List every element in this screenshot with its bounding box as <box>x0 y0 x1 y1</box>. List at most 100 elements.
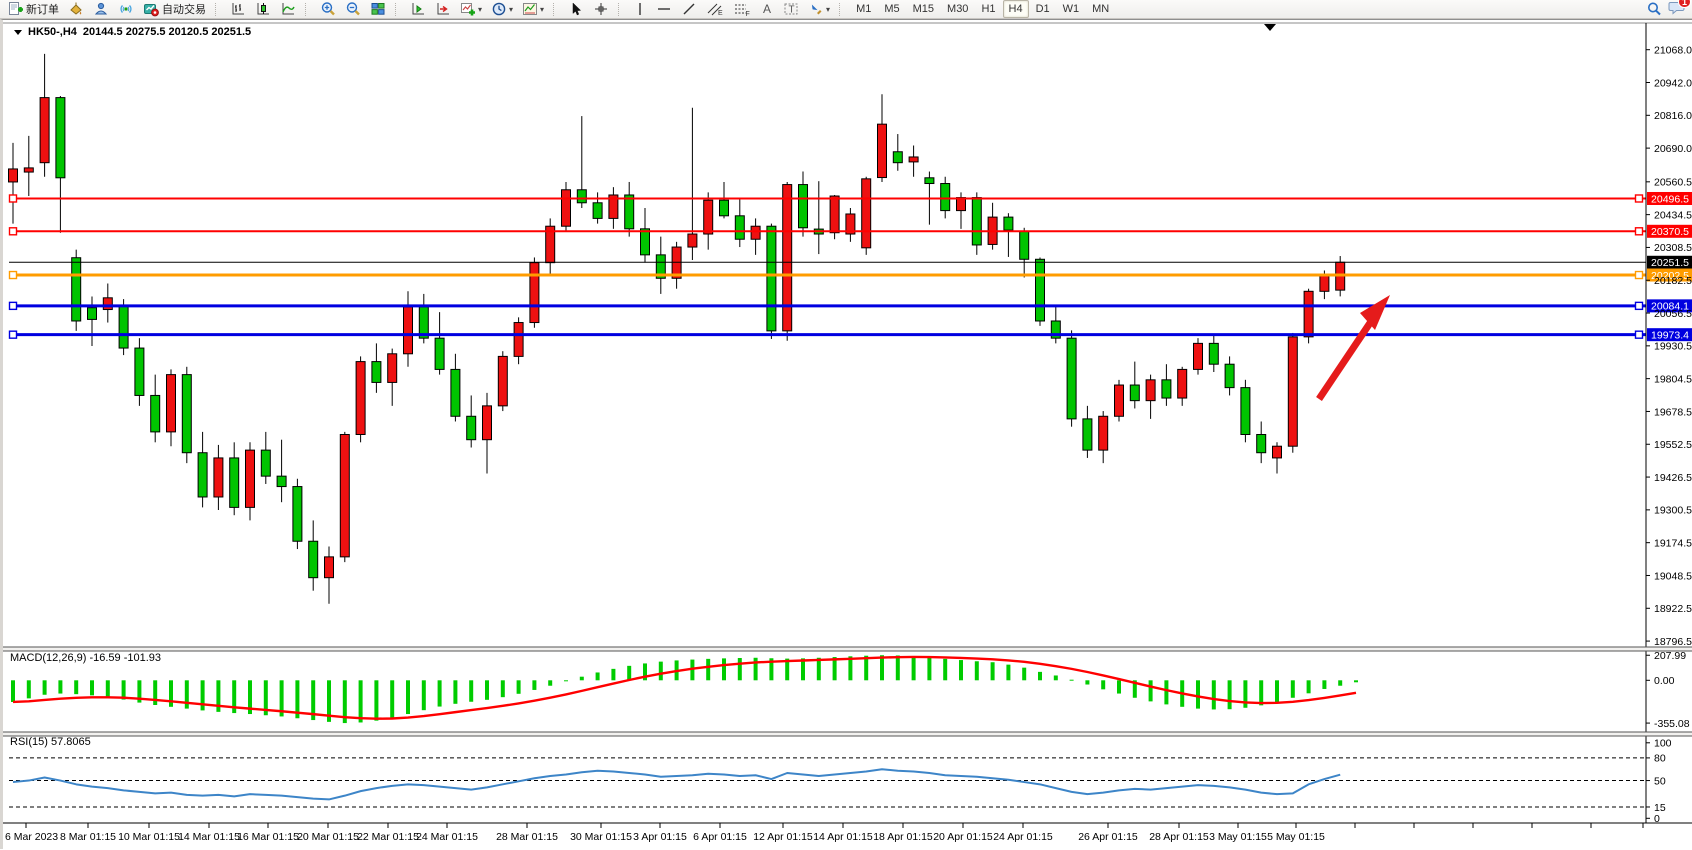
svg-text:100: 100 <box>1654 738 1672 750</box>
text-label-button[interactable]: T <box>779 0 803 18</box>
chart-ohlc-readout: 20144.5 20275.5 20120.5 20251.5 <box>82 26 252 38</box>
svg-text:0: 0 <box>1654 813 1660 825</box>
templates-button[interactable]: ▾ <box>518 0 548 18</box>
svg-text:6 Apr 01:15: 6 Apr 01:15 <box>693 831 747 843</box>
auto-scroll-button[interactable] <box>431 0 455 18</box>
chart-symbol-period: HK50-,H4 <box>28 26 77 38</box>
cursor-button[interactable] <box>564 0 588 18</box>
macd-pane <box>11 655 1358 724</box>
svg-text:18796.5: 18796.5 <box>1654 636 1692 648</box>
svg-text:20690.0: 20690.0 <box>1654 143 1692 155</box>
fibonacci-button[interactable]: F <box>729 0 755 18</box>
svg-text:20560.5: 20560.5 <box>1654 177 1692 189</box>
macd-indicator-label: MACD(12,26,9) -16.59 -101.93 <box>10 652 162 664</box>
timeframe-D1[interactable]: D1 <box>1035 3 1050 15</box>
horizontal-line-button[interactable] <box>652 0 676 18</box>
trendline-icon <box>683 3 695 15</box>
timeframe-H1[interactable]: H1 <box>981 3 996 15</box>
profile-button[interactable] <box>89 0 113 18</box>
svg-text:0.00: 0.00 <box>1654 675 1675 687</box>
zoom-out-button[interactable] <box>341 0 365 18</box>
crosshair-button[interactable] <box>589 0 613 18</box>
hline-anchor <box>1634 227 1644 236</box>
timeframe-M15[interactable]: M15 <box>912 3 935 15</box>
hline-anchor <box>8 330 18 339</box>
svg-text:20434.5: 20434.5 <box>1654 209 1692 221</box>
trendline-button[interactable] <box>677 0 701 18</box>
search-icon[interactable] <box>1646 1 1662 17</box>
text-button[interactable]: A <box>756 0 778 18</box>
svg-text:26 Apr 01:15: 26 Apr 01:15 <box>1078 831 1138 843</box>
svg-text:20084.1: 20084.1 <box>1651 301 1689 313</box>
bar-chart-icon <box>232 3 244 15</box>
toolbar-separator <box>839 2 847 16</box>
svg-text:19426.5: 19426.5 <box>1654 472 1692 484</box>
svg-text:3 Apr 01:15: 3 Apr 01:15 <box>633 831 687 843</box>
svg-text:20 Apr 01:15: 20 Apr 01:15 <box>933 831 993 843</box>
signals-icon <box>120 5 132 13</box>
chevron-down-icon: ▾ <box>826 4 831 14</box>
equidistant-channel-button[interactable]: E <box>702 0 728 18</box>
svg-text:15: 15 <box>1654 802 1666 814</box>
toolbar-separator <box>305 2 313 16</box>
svg-text:-355.08: -355.08 <box>1654 718 1690 730</box>
price-badge <box>1647 299 1692 313</box>
annotation-arrow <box>1316 295 1390 401</box>
svg-text:24 Apr 01:15: 24 Apr 01:15 <box>993 831 1053 843</box>
svg-text:80: 80 <box>1654 753 1666 765</box>
toolbar-separator <box>215 2 223 16</box>
chevron-down-icon: ▾ <box>540 4 545 14</box>
bar-chart-button[interactable] <box>226 0 250 18</box>
horizontal-line-icon <box>658 8 671 10</box>
candlestick-icon <box>257 3 269 15</box>
main-toolbar: 新订单 自动交易 <box>0 0 1692 19</box>
svg-text:14 Apr 01:15: 14 Apr 01:15 <box>813 831 873 843</box>
autotrade-button[interactable]: 自动交易 <box>139 0 210 18</box>
timeframe-MN[interactable]: MN <box>1092 3 1110 15</box>
new-order-button[interactable]: 新订单 <box>3 0 63 18</box>
paint-bucket-icon <box>70 2 82 15</box>
hline-anchor <box>8 194 18 203</box>
toolbar-separator <box>395 2 403 16</box>
timeframe-M30[interactable]: M30 <box>947 3 969 15</box>
timeframe-group: M1 M5 M15 M30 H1 H4 D1 W1 MN <box>850 0 1115 18</box>
price-badge <box>1647 268 1692 282</box>
new-order-label: 新订单 <box>26 4 59 16</box>
svg-text:20 Mar 01:15: 20 Mar 01:15 <box>297 831 359 843</box>
svg-text:20308.5: 20308.5 <box>1654 242 1692 254</box>
chart-shift-icon <box>412 3 424 15</box>
svg-text:19973.4: 19973.4 <box>1651 329 1689 341</box>
styles-button[interactable] <box>64 0 88 18</box>
tile-windows-icon <box>371 3 385 15</box>
svg-text:20202.5: 20202.5 <box>1651 270 1689 282</box>
timeframe-W1[interactable]: W1 <box>1062 3 1080 15</box>
signals-button[interactable] <box>114 0 138 18</box>
profile-icon <box>94 2 108 15</box>
vertical-line-button[interactable] <box>629 0 651 18</box>
indicators-button[interactable]: ▾ <box>456 0 486 18</box>
toolbar-separator <box>553 2 561 16</box>
collapse-triangle-icon[interactable] <box>14 29 22 35</box>
chart-shift-button[interactable] <box>406 0 430 18</box>
svg-text:6 Mar 2023: 6 Mar 2023 <box>5 831 58 843</box>
tile-windows-button[interactable] <box>366 0 390 18</box>
timeframe-M5[interactable]: M5 <box>884 3 900 15</box>
arrows-button[interactable]: ▾ <box>804 0 834 18</box>
svg-text:22 Mar 01:15: 22 Mar 01:15 <box>357 831 419 843</box>
chevron-down-icon: ▾ <box>509 4 514 14</box>
rsi-line <box>12 768 1341 801</box>
candlestick-button[interactable] <box>251 0 275 18</box>
notifications-button[interactable]: 1 <box>1668 0 1691 19</box>
hline-anchor <box>8 270 18 280</box>
zoom-in-button[interactable] <box>316 0 340 18</box>
timeframe-H4[interactable]: H4 <box>1002 0 1029 18</box>
hline-anchor <box>1634 301 1644 311</box>
periods-button[interactable]: ▾ <box>487 0 517 18</box>
line-chart-button[interactable] <box>276 0 300 18</box>
timeframe-M1[interactable]: M1 <box>856 3 872 15</box>
svg-text:8 Mar 01:15: 8 Mar 01:15 <box>60 831 116 843</box>
